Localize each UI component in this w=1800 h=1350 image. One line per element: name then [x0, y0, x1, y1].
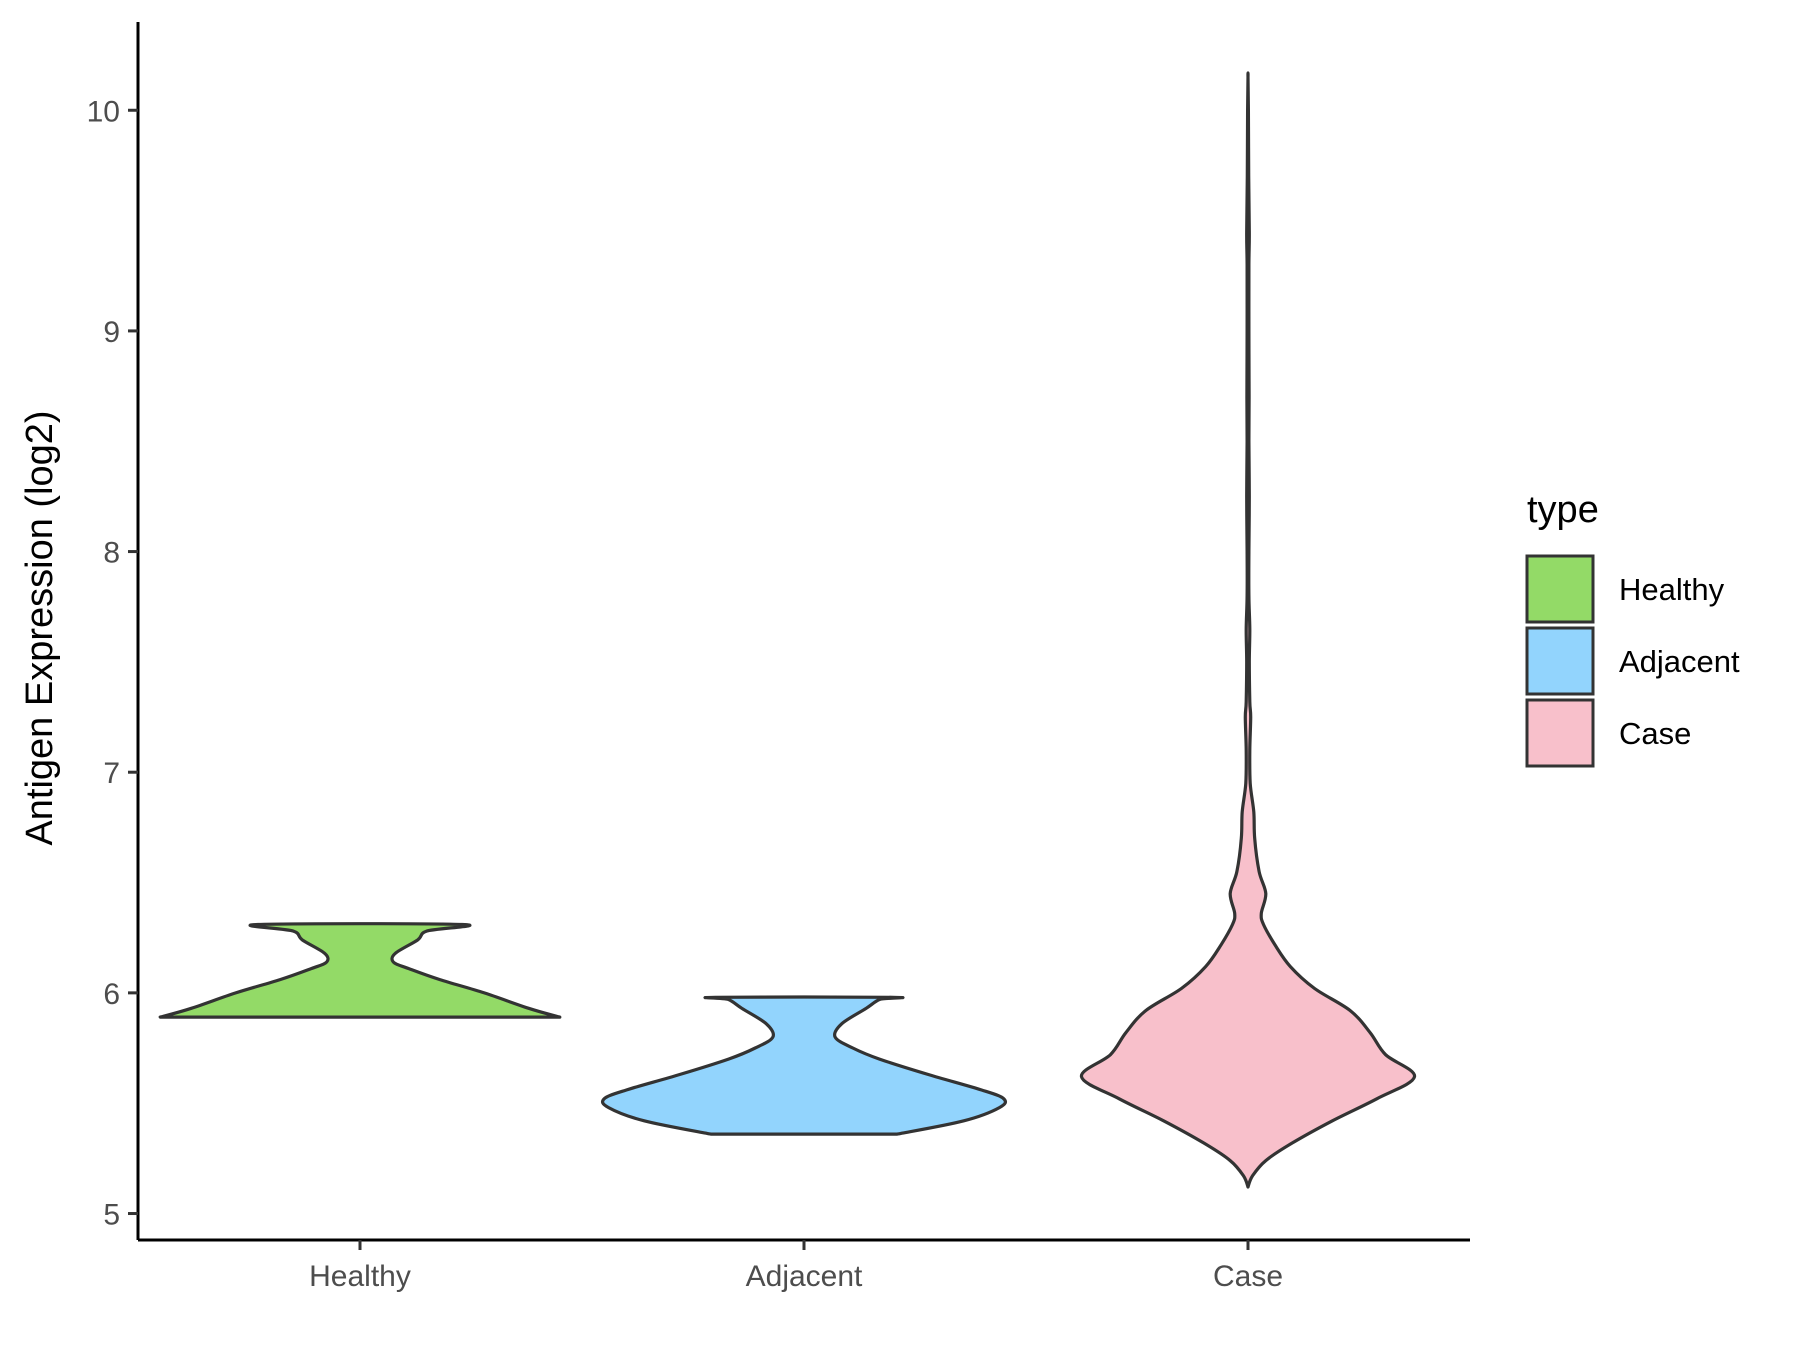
- y-tick-label: 6: [103, 978, 120, 1011]
- violin-layer: [158, 71, 1417, 1189]
- y-axis-title: Antigen Expression (log2): [19, 410, 61, 845]
- x-ticks: Healthy Adjacent Case: [309, 1240, 1283, 1293]
- y-tick-label: 7: [103, 757, 120, 790]
- y-tick-label: 9: [103, 316, 120, 349]
- legend: type Healthy Adjacent Case: [1525, 489, 1740, 768]
- violin-healthy: [158, 922, 562, 1019]
- x-tick-label: Case: [1213, 1260, 1283, 1293]
- x-tick-label: Healthy: [309, 1260, 411, 1293]
- y-tick-label: 10: [87, 95, 120, 128]
- violin-adjacent: [600, 995, 1008, 1136]
- legend-key-adjacent: [1525, 626, 1595, 696]
- legend-label-healthy: Healthy: [1619, 572, 1725, 607]
- legend-key-healthy: [1525, 554, 1595, 624]
- y-tick-label: 8: [103, 537, 120, 570]
- axes: 5 6 7 8 9 10 Healthy Adjacent Case: [87, 22, 1470, 1293]
- y-tick-label: 5: [103, 1199, 120, 1232]
- legend-label-case: Case: [1619, 716, 1691, 751]
- violin-case: [1079, 71, 1417, 1189]
- y-ticks: 5 6 7 8 9 10: [87, 95, 138, 1232]
- legend-entries: Healthy Adjacent Case: [1525, 554, 1740, 768]
- legend-label-adjacent: Adjacent: [1619, 644, 1740, 679]
- legend-title: type: [1527, 489, 1599, 531]
- x-tick-label: Adjacent: [746, 1260, 863, 1293]
- legend-key-case: [1525, 698, 1595, 768]
